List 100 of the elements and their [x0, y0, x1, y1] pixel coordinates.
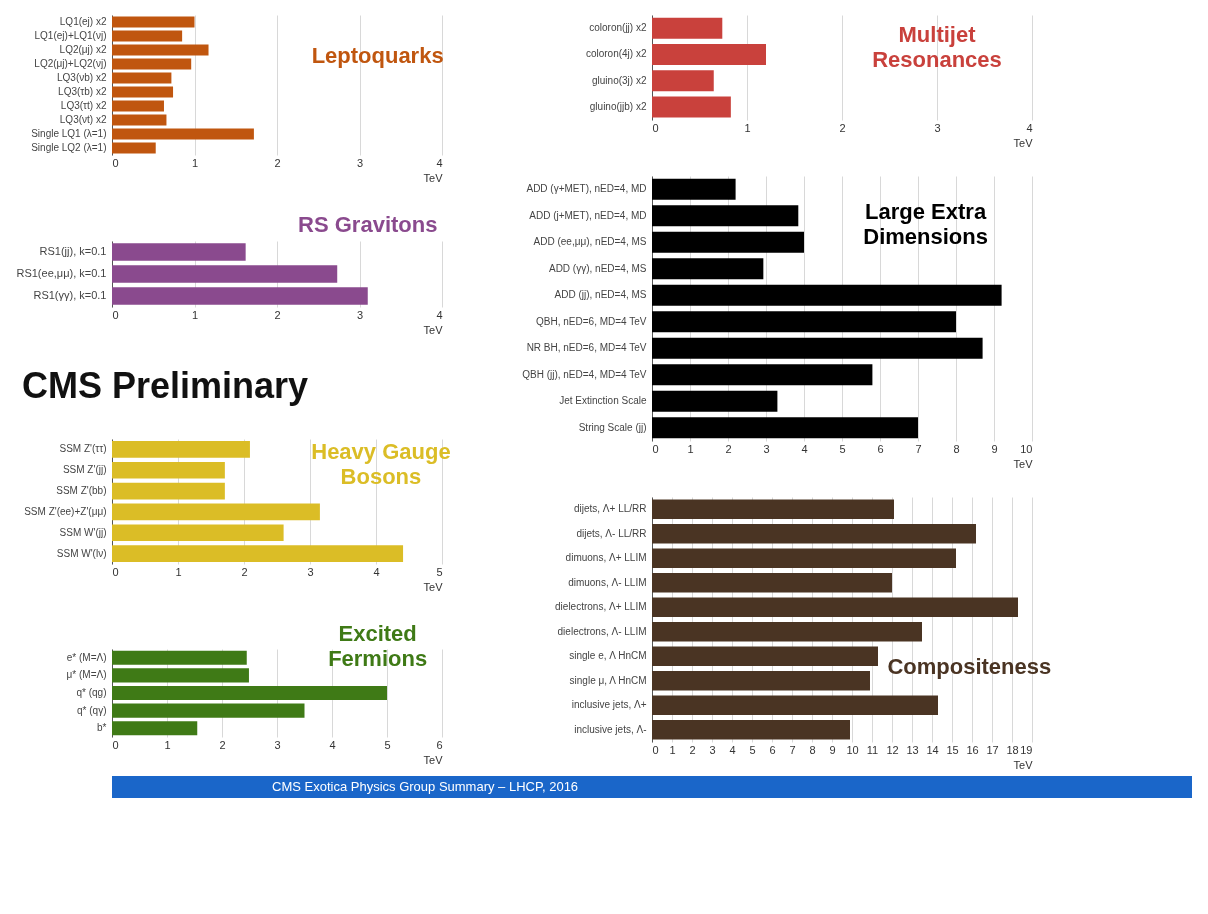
x-tick-label: 6 [877, 442, 884, 455]
bar [112, 265, 338, 283]
x-tick-label: 13 [906, 743, 919, 756]
chart-title: Excited Fermions [328, 620, 428, 671]
y-tick-label: QBH (jj), nED=4, MD=4 TeV [522, 368, 647, 380]
x-tick-label: 1 [744, 121, 751, 134]
x-tick-label: 3 [307, 565, 314, 578]
bar [652, 364, 873, 386]
text: Multijet Resonances [872, 21, 1002, 72]
y-tick-label: Single LQ2 (λ=1) [31, 142, 107, 153]
x-axis-title: TeV [1013, 136, 1034, 149]
x-axis-title: TeV [423, 171, 444, 184]
bar [112, 100, 164, 112]
bar [112, 685, 387, 701]
bar [112, 16, 195, 28]
y-tick-label: LQ3(νb) x2 [57, 72, 107, 83]
bar [652, 597, 1018, 618]
x-tick-label: 14 [926, 743, 939, 756]
x-tick-label: 10 [846, 743, 859, 756]
bar [652, 390, 778, 412]
bar [652, 258, 764, 280]
x-tick-label: 1 [669, 743, 676, 756]
x-tick-label: 2 [219, 738, 226, 751]
x-tick-label: 11 [866, 743, 879, 756]
bar [652, 17, 723, 39]
y-tick-label: b* [97, 722, 107, 734]
y-tick-label: String Scale (jj) [578, 421, 647, 433]
bar [112, 243, 246, 261]
y-tick-label: SSM Z'(ee)+Z'(μμ) [24, 505, 107, 517]
x-tick-label: 3 [709, 743, 716, 756]
x-tick-label: 2 [241, 565, 248, 578]
y-tick-label: LQ1(ej)+LQ1(νj) [34, 30, 107, 41]
bar [652, 231, 804, 253]
y-tick-label: single μ, Λ HnCM [569, 674, 647, 686]
x-tick-label: 17 [986, 743, 999, 756]
y-tick-label: gluino(jjb) x2 [589, 100, 647, 112]
y-tick-label: coloron(jj) x2 [589, 22, 647, 34]
x-tick-label: 5 [839, 442, 846, 455]
x-tick-label: 2 [689, 743, 696, 756]
y-tick-label: dijets, Λ+ LL/RR [573, 503, 647, 515]
y-tick-label: ADD (j+MET), nED=4, MD [529, 209, 647, 221]
x-tick-label: 3 [356, 156, 364, 169]
x-axis-title: TeV [423, 323, 444, 336]
x-axis-title: TeV [423, 753, 444, 766]
text: CMS Exotica Physics Group Summary – LHCP, 2016 [272, 779, 579, 794]
y-tick-label: Jet Extinction Scale [559, 395, 647, 407]
x-tick-label: 3 [274, 738, 281, 751]
x-tick-label: 19 [1020, 743, 1033, 756]
y-tick-label: dielectrons, Λ+ LLIM [555, 601, 647, 613]
text: Compositeness [887, 654, 1052, 680]
x-tick-label: 2 [725, 442, 732, 455]
bar [652, 311, 956, 333]
bar [652, 337, 983, 359]
x-tick-label: 0 [652, 121, 659, 134]
bar [652, 284, 1002, 306]
x-tick-label: 4 [801, 442, 808, 455]
y-tick-label: e* (M=Λ) [66, 651, 107, 663]
x-tick-label: 7 [789, 743, 796, 756]
y-tick-label: ADD (γ+MET), nED=4, MD [526, 183, 647, 195]
text: Heavy Gauge Bosons [311, 439, 451, 490]
bar [112, 524, 284, 542]
bar [652, 417, 918, 439]
x-tick-label: 5 [384, 738, 391, 751]
x-tick-label: 8 [809, 743, 816, 756]
bar [652, 695, 938, 716]
x-tick-label: 6 [436, 738, 443, 751]
y-tick-label: single e, Λ HnCM [569, 650, 647, 662]
y-tick-label: inclusive jets, Λ+ [571, 699, 647, 711]
x-tick-label: 1 [164, 738, 171, 751]
y-tick-label: SSM Z'(ττ) [59, 443, 107, 455]
y-tick-label: SSM Z'(jj) [62, 464, 107, 476]
y-tick-label: RS1(ee,μμ), k=0.1 [16, 267, 107, 279]
bar [112, 441, 250, 458]
x-tick-label: 1 [687, 442, 694, 455]
y-tick-label: gluino(3j) x2 [592, 74, 647, 86]
x-tick-label: 2 [274, 308, 281, 321]
y-tick-label: dijets, Λ- LL/RR [576, 527, 647, 539]
y-tick-label: coloron(4j) x2 [585, 48, 647, 60]
bar [112, 30, 183, 42]
bar [112, 128, 254, 140]
x-tick-label: 1 [191, 308, 199, 321]
x-tick-label: 12 [886, 743, 899, 756]
bar [112, 287, 368, 305]
bar [652, 572, 892, 593]
y-tick-label: inclusive jets, Λ- [574, 723, 647, 735]
y-tick-label: ADD (γγ), nED=4, MS [548, 262, 647, 274]
x-axis-title: TeV [1013, 457, 1034, 470]
bar [112, 58, 192, 70]
x-tick-label: 4 [329, 738, 336, 751]
y-tick-label: ADD (jj), nED=4, MS [554, 289, 647, 301]
text: CMS Preliminary [22, 365, 309, 406]
text: Leptoquarks [311, 42, 444, 68]
bar [652, 646, 878, 667]
bar [112, 72, 172, 84]
bar [112, 86, 174, 98]
x-tick-label: 9 [991, 442, 998, 455]
bar [652, 205, 799, 227]
x-tick-label: 4 [436, 308, 443, 321]
y-tick-label: LQ2(μj)+LQ2(νj) [34, 58, 107, 69]
x-tick-label: 0 [652, 743, 659, 756]
